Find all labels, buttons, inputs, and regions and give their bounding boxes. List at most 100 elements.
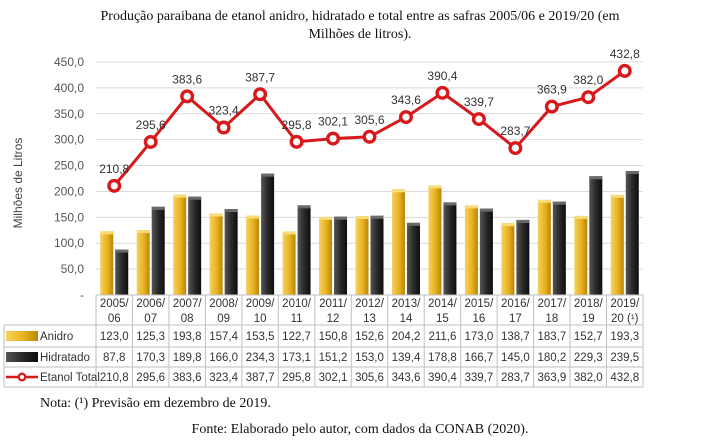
data-label-etanol-total: 295,6 <box>136 118 166 132</box>
table-cell: 363,9 <box>537 372 566 384</box>
data-label-etanol-total: 305,6 <box>354 113 384 127</box>
legend-key-hidratado <box>6 352 38 362</box>
marker-etanol-total-inner <box>621 67 629 75</box>
bar-anidro-top <box>246 215 260 219</box>
table-cell: 170,3 <box>136 352 165 364</box>
table-cell: 122,7 <box>282 331 311 343</box>
x-tick-label: 2013/ <box>392 298 422 310</box>
bar-anidro <box>464 205 478 295</box>
x-tick-label: 2009/ <box>246 298 276 310</box>
data-label-etanol-total: 283,7 <box>500 124 530 138</box>
bar-anidro-top <box>209 213 223 217</box>
y-tick-label: 450,0 <box>54 55 84 69</box>
bar-hidratado <box>334 216 348 295</box>
legend-key-anidro <box>6 331 38 341</box>
x-tick-label: 2007/ <box>173 298 203 310</box>
marker-etanol-total-inner <box>292 138 301 146</box>
table-cell: 432,8 <box>610 372 639 384</box>
bar-anidro <box>173 194 187 295</box>
marker-etanol-total-inner <box>329 134 337 143</box>
x-tick-label: 11 <box>291 313 303 325</box>
marker-etanol-total-inner <box>548 102 556 111</box>
bar-anidro <box>501 223 515 295</box>
bar-anidro-top <box>501 223 515 227</box>
table-cell: 138,7 <box>501 331 530 343</box>
bar-hidratado-top <box>261 173 275 177</box>
x-tick-label: 13 <box>363 313 376 325</box>
y-tick-label: 400,0 <box>54 81 84 95</box>
table-cell: 173,0 <box>465 331 494 343</box>
marker-etanol-total-inner <box>110 182 118 190</box>
x-tick-label: 2014/ <box>428 298 458 310</box>
table-cell: 166,7 <box>465 352 494 364</box>
bar-hidratado <box>297 205 311 295</box>
x-tick-label: 20 (¹) <box>611 313 639 325</box>
bar-anidro <box>319 216 333 295</box>
data-label-etanol-total: 302,1 <box>318 115 348 129</box>
bar-hidratado-top <box>552 201 566 205</box>
table-cell: 343,6 <box>392 372 421 384</box>
bar-hidratado <box>552 201 566 295</box>
data-label-etanol-total: 343,6 <box>391 93 421 107</box>
table-cell: 180,2 <box>537 352 566 364</box>
table-cell: 390,4 <box>428 372 457 384</box>
bar-anidro-top <box>391 189 405 193</box>
bar-hidratado <box>406 222 420 295</box>
table-cell: 295,8 <box>282 372 311 384</box>
marker-etanol-total-inner <box>365 133 374 141</box>
marker-etanol-total-inner <box>584 93 592 101</box>
bar-hidratado <box>151 206 165 295</box>
bar-hidratado-top <box>188 196 202 200</box>
y-tick-label: 100,0 <box>54 236 84 250</box>
bar-hidratado <box>224 209 238 295</box>
bar-hidratado-top <box>443 202 457 206</box>
x-tick-label: 08 <box>181 313 194 325</box>
bar-anidro-top <box>136 230 150 234</box>
bar-hidratado <box>443 202 457 295</box>
table-cell: 211,6 <box>428 331 456 343</box>
bar-anidro <box>355 215 369 295</box>
table-cell: 153,5 <box>246 331 275 343</box>
table-cell: 166,0 <box>209 352 238 364</box>
data-label-etanol-total: 382,0 <box>573 73 603 87</box>
marker-etanol-total-inner <box>183 92 191 100</box>
bar-hidratado-top <box>589 176 603 180</box>
bar-hidratado <box>625 170 639 295</box>
marker-etanol-total-inner <box>220 123 228 132</box>
table-cell: 193,3 <box>610 331 639 343</box>
data-label-etanol-total: 387,7 <box>245 70 275 84</box>
table-cell: 157,4 <box>209 331 238 343</box>
table-cell: 152,6 <box>355 331 384 343</box>
bar-anidro-top <box>428 185 442 189</box>
table-cell: 189,8 <box>173 352 202 364</box>
bar-hidratado-top <box>406 222 420 226</box>
table-cell: 173,1 <box>282 352 311 364</box>
table-cell: 295,6 <box>136 372 165 384</box>
x-tick-label: 15 <box>436 313 449 325</box>
table-cell: 152,7 <box>574 331 603 343</box>
x-tick-label: 10 <box>254 313 267 325</box>
x-tick-label: 19 <box>582 313 595 325</box>
data-label-etanol-total: 390,4 <box>427 69 457 83</box>
bar-anidro <box>246 215 260 295</box>
bar-hidratado <box>370 215 384 295</box>
bar-anidro <box>610 194 624 295</box>
table-cell: 139,4 <box>392 352 421 364</box>
x-tick-label: 12 <box>327 313 340 325</box>
x-tick-label: 2010/ <box>282 298 312 310</box>
table-cell: 178,8 <box>428 352 457 364</box>
y-tick-label: 50,0 <box>61 262 85 276</box>
table-cell: 150,8 <box>319 331 348 343</box>
bar-hidratado-top <box>115 249 129 253</box>
bar-anidro <box>428 185 442 295</box>
bar-anidro <box>136 230 150 295</box>
x-tick-label: 2006/ <box>136 298 166 310</box>
chart-title-line-1: Produção paraibana de etanol anidro, hid… <box>100 9 620 24</box>
bar-hidratado-top <box>370 215 384 219</box>
table-cell: 382,0 <box>574 372 603 384</box>
x-tick-label: 2016/ <box>501 298 531 310</box>
table-cell: 204,2 <box>392 331 421 343</box>
data-label-etanol-total: 339,7 <box>464 95 494 109</box>
bar-anidro-top <box>355 215 369 219</box>
x-tick-label: 09 <box>217 313 230 325</box>
